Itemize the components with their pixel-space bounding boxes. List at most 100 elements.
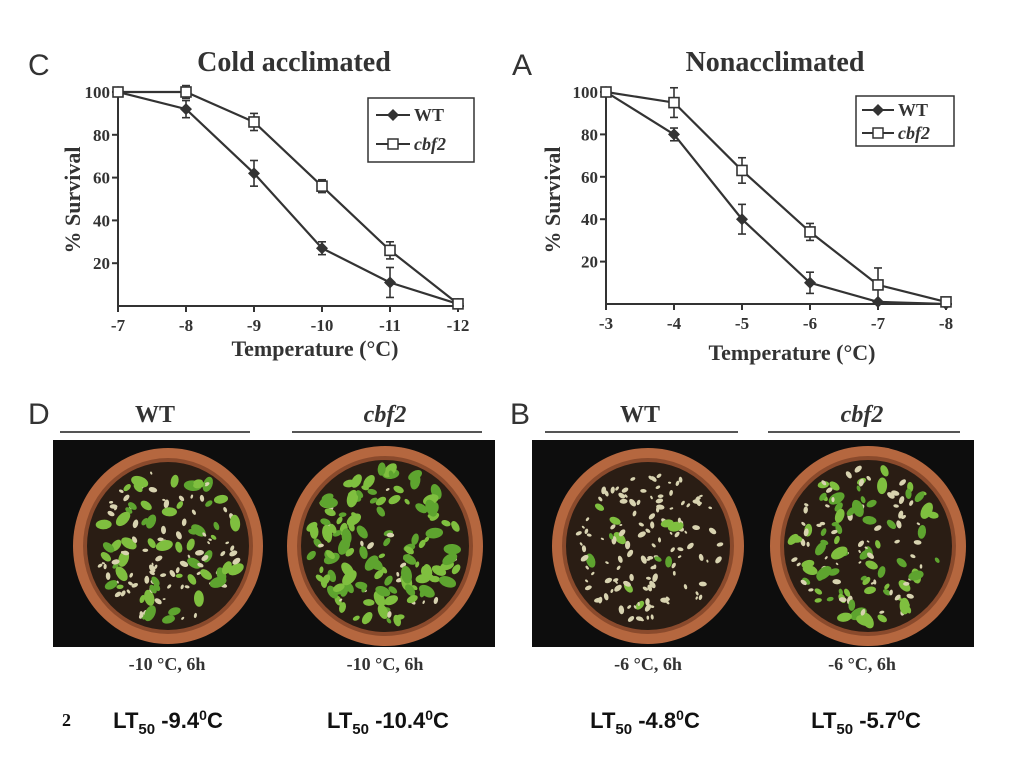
- seedling: [343, 479, 356, 488]
- dead-seedling: [803, 506, 808, 514]
- dead-seedling: [669, 489, 673, 496]
- dead-seedling: [624, 540, 631, 550]
- dead-seedling: [116, 580, 119, 584]
- photo-header-wt-d: WT: [135, 402, 175, 428]
- seedling: [608, 533, 614, 540]
- data-point-cbf2: [736, 164, 748, 177]
- seedling: [376, 506, 386, 517]
- data-point-wt: [736, 213, 748, 226]
- dead-seedling: [202, 532, 207, 537]
- dead-seedling: [650, 521, 655, 529]
- seedling: [306, 550, 316, 561]
- data-point-cbf2: [940, 296, 952, 308]
- dead-seedling: [197, 562, 204, 568]
- dead-seedling: [669, 507, 674, 510]
- dead-seedling: [618, 605, 625, 615]
- dead-seedling: [819, 521, 826, 526]
- seedling: [123, 484, 131, 492]
- dead-seedling: [657, 494, 664, 499]
- lt50-value: LT50 -4.80C: [590, 707, 700, 738]
- legend-label-cbf2-c: cbf2: [414, 134, 446, 154]
- seedling: [388, 470, 394, 479]
- square-marker-icon: [387, 138, 399, 150]
- dead-seedling: [637, 602, 640, 606]
- dead-seedling: [150, 471, 153, 475]
- seedling: [438, 575, 457, 588]
- data-point-cbf2: [316, 180, 328, 192]
- dead-seedling: [601, 486, 607, 495]
- seedling: [321, 574, 331, 586]
- dead-seedling: [695, 591, 699, 596]
- dead-seedling: [678, 476, 683, 483]
- seedling: [161, 507, 177, 517]
- seedling: [230, 514, 241, 532]
- dead-seedling: [672, 571, 676, 576]
- data-point-cbf2: [180, 86, 192, 98]
- dead-seedling: [123, 494, 130, 502]
- dead-seedling: [199, 494, 205, 502]
- seedling: [442, 553, 458, 566]
- dead-seedling: [803, 528, 809, 537]
- dead-seedling: [162, 598, 166, 601]
- dead-seedling: [671, 562, 676, 569]
- x-tick-label: -4: [667, 314, 682, 333]
- photo-panel-b: B WT cbf2 -6 °C, 6h -6 °C, 6h: [510, 398, 974, 674]
- dead-seedling: [208, 538, 212, 541]
- dead-seedling: [600, 537, 604, 541]
- dead-seedling: [163, 499, 170, 509]
- dead-seedling: [148, 486, 158, 493]
- panel-a: A Nonacclimated -3 -4 -5 -6 -7 -810080604020 …: [512, 47, 955, 365]
- dead-seedling: [845, 471, 852, 479]
- seedling: [815, 542, 826, 556]
- dead-seedling: [433, 596, 439, 605]
- x-tick-label: -6: [803, 314, 817, 333]
- seedling: [319, 566, 324, 574]
- seedling: [860, 496, 866, 504]
- dead-seedling: [826, 487, 833, 493]
- dead-seedling: [656, 504, 665, 510]
- seedling: [193, 479, 203, 486]
- seedling: [162, 615, 175, 624]
- diamond-marker-icon: [872, 104, 884, 116]
- seedling: [846, 507, 856, 517]
- dead-seedling: [630, 477, 636, 481]
- data-point-cbf2: [668, 96, 680, 109]
- seedling: [210, 534, 217, 540]
- seedling: [418, 539, 426, 549]
- seedling: [837, 612, 852, 622]
- seedling: [361, 585, 367, 593]
- seedling: [213, 521, 220, 531]
- seedling: [844, 588, 851, 597]
- seedling: [667, 521, 684, 532]
- dead-seedling: [677, 517, 682, 523]
- seedling: [859, 549, 870, 560]
- seedling: [346, 489, 359, 508]
- dead-seedling: [181, 518, 187, 527]
- photo-panel-d: D WT cbf2 -10 °C, 6h -10 °C, 6h: [28, 398, 495, 674]
- legend-a: WT cbf2: [855, 95, 955, 147]
- dead-seedling: [97, 563, 103, 568]
- seedling: [820, 528, 827, 536]
- footer: 2 LT50 -9.40C LT50 -10.40C LT50 -4.80C LT50…: [62, 707, 921, 738]
- seedling: [403, 554, 417, 565]
- dead-seedling: [598, 596, 603, 604]
- dead-seedling: [360, 540, 364, 547]
- seedling: [831, 546, 848, 560]
- dead-seedling: [692, 499, 700, 504]
- dead-seedling: [191, 509, 196, 515]
- dead-seedling: [858, 478, 864, 487]
- dead-seedling: [604, 577, 613, 584]
- dead-seedling: [645, 598, 650, 606]
- dead-seedling: [665, 596, 670, 601]
- dead-seedling: [101, 562, 105, 565]
- dead-seedling: [201, 555, 209, 561]
- dead-seedling: [796, 562, 801, 567]
- dead-seedling: [638, 522, 644, 527]
- lt50-value: LT50 -9.40C: [113, 707, 223, 738]
- seedling: [102, 542, 115, 553]
- dead-seedling: [591, 571, 595, 576]
- lt50-value: LT50 -10.40C: [327, 707, 449, 738]
- dead-seedling: [613, 578, 619, 582]
- dead-seedling: [666, 601, 670, 605]
- seedling: [393, 485, 404, 494]
